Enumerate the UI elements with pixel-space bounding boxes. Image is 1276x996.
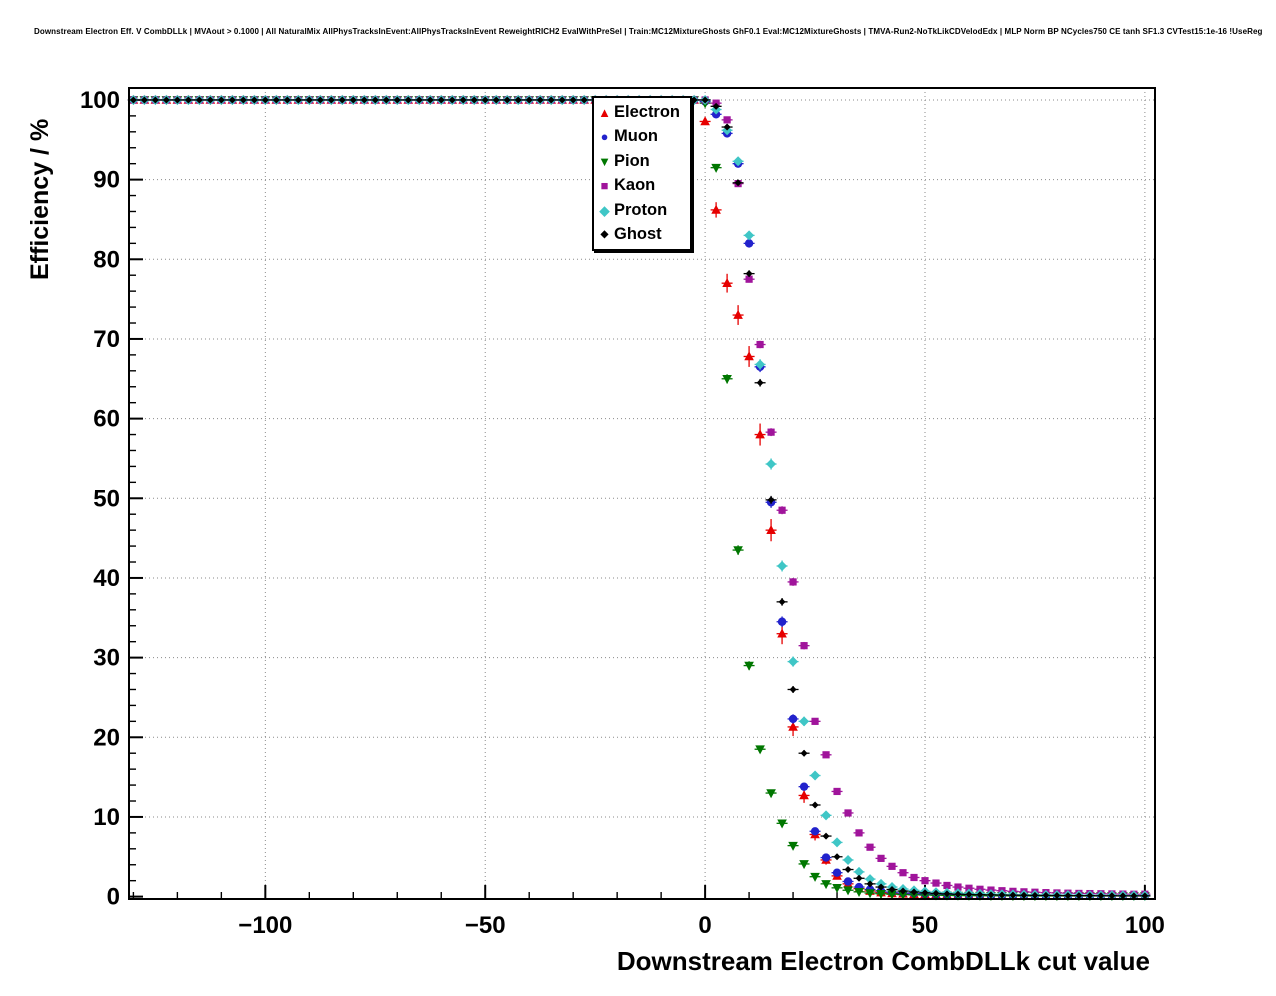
legend-entry-proton: ◆ Proton [597,198,690,223]
legend-label: Electron [614,102,681,121]
svg-text:−100: −100 [238,912,292,939]
svg-text:10: 10 [93,804,120,831]
x-tick-labels: −100 −50 0 50 100 [238,912,1165,939]
svg-text:0: 0 [107,884,120,911]
svg-text:70: 70 [93,326,120,353]
legend-label: Pion [614,151,650,170]
y-axis-label: Efficiency / % [26,118,54,280]
legend-label: Proton [614,200,668,219]
kaon-marker-icon: ■ [600,178,609,194]
legend-entry-electron: ▲ Electron [597,100,690,125]
svg-text:60: 60 [93,406,120,433]
legend: ▲ Electron ● Muon ▼ Pion ■ Kaon ◆ Proton ◆ Ghost [592,96,692,251]
svg-text:100: 100 [1125,912,1165,939]
plot-header-title: Downstream Electron Eff. V CombDLLk | MV… [34,27,1263,36]
x-axis-label: Downstream Electron CombDLLk cut value [616,946,1150,976]
plot-frame [128,87,1156,900]
svg-text:50: 50 [93,485,120,512]
svg-text:100: 100 [80,87,120,114]
muon-marker-icon: ● [600,129,609,145]
legend-entry-ghost: ◆ Ghost [597,223,690,248]
svg-text:−50: −50 [465,912,506,939]
ghost-marker-icon: ◆ [600,228,609,240]
svg-text:30: 30 [93,645,120,672]
y-tick-labels: 0 10 20 30 40 50 60 70 80 90 100 [80,87,120,911]
legend-entry-kaon: ■ Kaon [597,174,690,199]
svg-text:0: 0 [698,912,711,939]
proton-marker-icon: ◆ [599,202,610,218]
svg-text:20: 20 [93,724,120,751]
svg-text:50: 50 [912,912,939,939]
legend-label: Muon [614,127,658,146]
pion-marker-icon: ▼ [598,153,611,169]
legend-entry-muon: ● Muon [597,125,690,150]
legend-label: Kaon [614,176,656,195]
legend-entry-pion: ▼ Pion [597,149,690,174]
svg-text:90: 90 [93,167,120,194]
svg-text:80: 80 [93,246,120,273]
svg-text:40: 40 [93,565,120,592]
legend-label: Ghost [614,225,662,244]
electron-marker-icon: ▲ [598,104,611,120]
